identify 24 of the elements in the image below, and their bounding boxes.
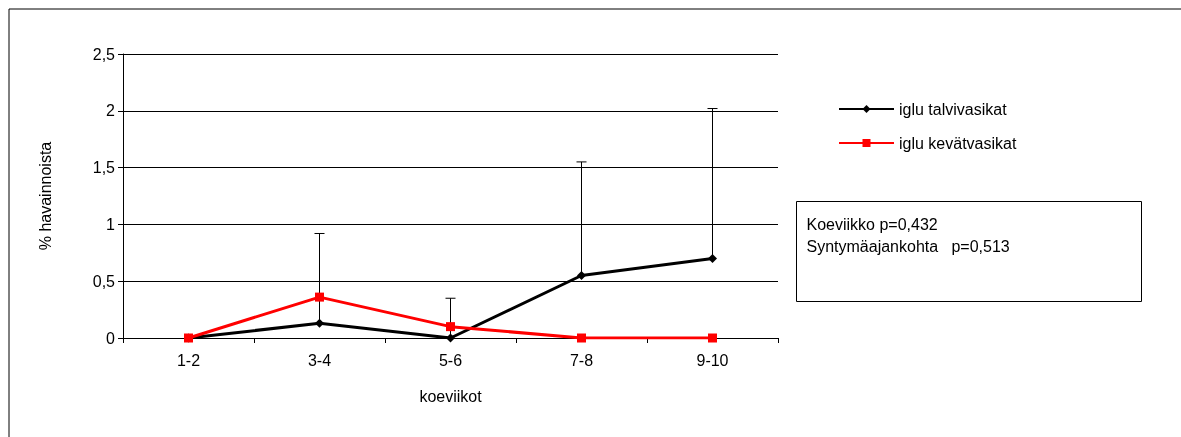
point bbox=[708, 333, 717, 343]
legend-label: iglu talvivasikat bbox=[899, 100, 1008, 118]
point bbox=[315, 318, 324, 328]
text: Koeviikko p=0,432 Syntymäajankohta p=0,513 bbox=[806, 216, 1010, 255]
y-tick-label: 2 bbox=[106, 102, 116, 120]
point bbox=[446, 333, 455, 343]
y-tick-label: 0 bbox=[106, 329, 116, 347]
y-axis-title: % havainnoista bbox=[36, 141, 54, 251]
x-tick-label: 7-8 bbox=[569, 351, 594, 369]
point bbox=[577, 271, 586, 281]
x-tick-label: 5-6 bbox=[438, 351, 463, 369]
x-tick-label: 9-10 bbox=[696, 351, 729, 369]
legend-label: iglu kevätvasikat bbox=[899, 134, 1017, 152]
y-tick-label: 2,5 bbox=[92, 45, 116, 63]
point bbox=[577, 333, 586, 343]
y-tick-label: 1 bbox=[106, 215, 116, 233]
x-axis-title: koeviikot bbox=[419, 387, 483, 405]
x-tick-label: 1-2 bbox=[176, 351, 201, 369]
x-tick-label: 3-4 bbox=[307, 351, 332, 369]
y-tick-label: 1,5 bbox=[92, 159, 116, 177]
point bbox=[708, 253, 717, 263]
point bbox=[315, 292, 324, 302]
point bbox=[446, 322, 455, 332]
y-tick-label: 0,5 bbox=[92, 272, 116, 290]
